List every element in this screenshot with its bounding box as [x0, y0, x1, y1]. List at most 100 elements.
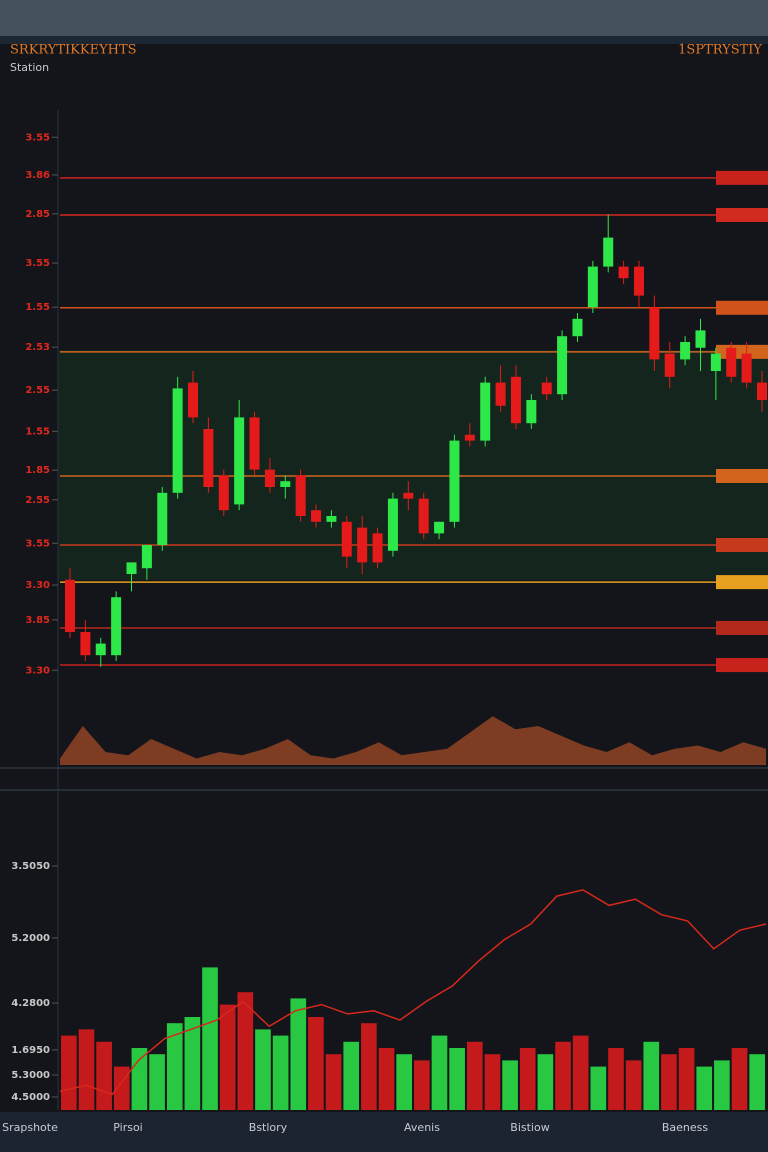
candle-body: [126, 562, 137, 574]
histogram-bar: [272, 1035, 289, 1110]
price-badge: [716, 538, 768, 552]
top-bar: [0, 0, 768, 36]
y-tick-label: 1.55: [25, 302, 50, 313]
histogram-bar: [519, 1048, 536, 1110]
candle-body: [664, 353, 675, 377]
histogram-bar: [731, 1048, 748, 1110]
candle-body: [218, 475, 229, 511]
footer-tab[interactable]: Bstlory: [249, 1121, 288, 1134]
y-tick-label: 2.85: [25, 209, 50, 220]
candle-body: [387, 498, 398, 551]
candle-body: [157, 492, 168, 545]
footer-tab[interactable]: Baeness: [662, 1121, 709, 1134]
footer-tab[interactable]: Srapshote: [2, 1121, 58, 1134]
candle-body: [510, 376, 521, 424]
candle-body: [172, 388, 183, 493]
candle-body: [188, 382, 199, 418]
histogram-bar: [643, 1041, 660, 1110]
histogram-bar: [308, 1017, 324, 1110]
candle-body: [572, 318, 583, 337]
candle-body: [141, 545, 152, 569]
candle-body: [311, 510, 322, 522]
candle-body: [111, 597, 122, 656]
footer-bar: [0, 1112, 768, 1152]
y-tick-label: 3.55: [25, 258, 50, 269]
y-tick-label: 4.2800: [11, 998, 50, 1009]
histogram-bar: [608, 1048, 624, 1110]
candle-body: [418, 498, 429, 534]
candle-body: [295, 475, 306, 516]
right-title: 1SPTRYSTIY: [678, 43, 762, 58]
candle-body: [603, 237, 614, 267]
y-tick-label: 3.5050: [11, 861, 50, 872]
y-tick-label: 2.53: [25, 342, 50, 353]
footer-tab[interactable]: Pirsoi: [113, 1121, 143, 1134]
candle-body: [326, 516, 337, 522]
footer-tab[interactable]: Bistiow: [510, 1121, 549, 1134]
subtitle: Station: [10, 61, 49, 74]
footer-tab[interactable]: Avenis: [404, 1121, 440, 1134]
y-tick-label: 3.85: [25, 615, 50, 626]
candle-body: [80, 632, 91, 656]
candle-body: [633, 266, 644, 296]
candle-body: [95, 643, 106, 656]
y-tick-label: 5.3000: [11, 1070, 50, 1081]
y-tick-label: 3.55: [25, 132, 50, 143]
histogram-bar: [714, 1060, 730, 1110]
candle-body: [541, 382, 552, 395]
y-tick-label: 4.5000: [11, 1092, 50, 1103]
candle-body: [710, 353, 721, 371]
y-tick-label: 5.2000: [11, 933, 50, 944]
histogram-bar: [661, 1054, 677, 1110]
y-tick-label: 3.86: [25, 170, 50, 181]
histogram-bar: [696, 1066, 713, 1110]
price-badge: [716, 468, 768, 483]
histogram-bar: [96, 1041, 112, 1110]
histogram-bar: [78, 1029, 95, 1110]
histogram-bar: [61, 1035, 77, 1110]
candle-body: [495, 382, 506, 406]
y-tick-label: 2.55: [25, 495, 50, 506]
histogram-bar: [378, 1048, 395, 1110]
histogram-bar: [325, 1054, 342, 1110]
histogram-bar: [290, 998, 307, 1110]
histogram-bar: [414, 1060, 430, 1110]
histogram-bar: [625, 1060, 642, 1110]
candle-body: [464, 434, 475, 441]
candle-body: [741, 353, 752, 383]
candle-body: [357, 527, 368, 563]
y-tick-label: 3.30: [25, 665, 50, 676]
candle-body: [587, 266, 598, 308]
candle-body: [695, 330, 706, 348]
histogram-bar: [396, 1054, 412, 1110]
y-tick-label: 3.30: [25, 580, 50, 591]
candle-body: [557, 336, 568, 395]
histogram-bar: [219, 1004, 236, 1110]
histogram-bar: [484, 1054, 501, 1110]
y-tick-label: 2.55: [25, 385, 50, 396]
histogram-bar: [555, 1041, 571, 1110]
histogram-bar: [255, 1029, 271, 1110]
histogram-bar: [502, 1060, 518, 1110]
candle-body: [341, 521, 352, 557]
histogram-bar: [361, 1023, 377, 1110]
candle-body: [757, 382, 767, 400]
histogram-bar: [149, 1054, 165, 1110]
histogram-bar: [678, 1048, 695, 1110]
histogram-bar: [590, 1066, 607, 1110]
price-badge: [716, 575, 768, 590]
volume-area: [60, 716, 766, 765]
y-tick-label: 1.6950: [11, 1045, 50, 1056]
candle-body: [372, 533, 383, 563]
candle-body: [280, 481, 291, 487]
indicator-line: [59, 889, 767, 1096]
candle-body: [403, 492, 414, 499]
price-badge: [716, 170, 768, 185]
candle-body: [264, 469, 275, 487]
histogram-bar: [202, 967, 218, 1110]
y-tick-label: 1.55: [25, 426, 50, 437]
histogram-bar: [343, 1041, 360, 1110]
histogram-bar: [449, 1048, 465, 1110]
